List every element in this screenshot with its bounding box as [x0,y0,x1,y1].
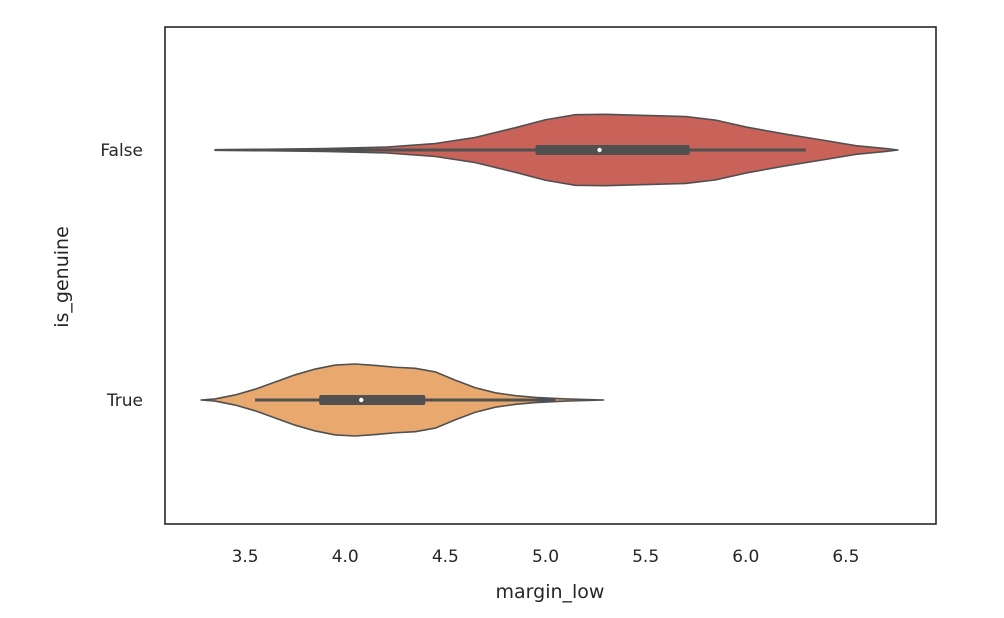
violins-group [200,113,899,437]
x-tick-label-4: 5.5 [632,547,659,567]
plot-frame [164,26,937,525]
x-tick-label-0: 3.5 [232,547,259,567]
y-axis-label: is_genuine [51,226,73,328]
iqr-box-true [319,395,426,405]
x-tick-label-6: 6.5 [832,547,859,567]
median-point-true [359,397,364,403]
x-axis-label: margin_low [496,581,605,603]
median-point-false [597,147,602,153]
y-tick-label-true: True [106,391,143,411]
y-tick-labels: False True [100,141,143,411]
x-tick-label-1: 4.0 [332,547,359,567]
x-tick-labels: 3.5 4.0 4.5 5.0 5.5 6.0 6.5 [232,547,860,567]
iqr-box-false [535,145,690,155]
x-tick-label-2: 4.5 [432,547,459,567]
y-tick-label-false: False [100,141,143,161]
x-tick-label-5: 6.0 [732,547,759,567]
x-tick-label-3: 5.0 [532,547,559,567]
